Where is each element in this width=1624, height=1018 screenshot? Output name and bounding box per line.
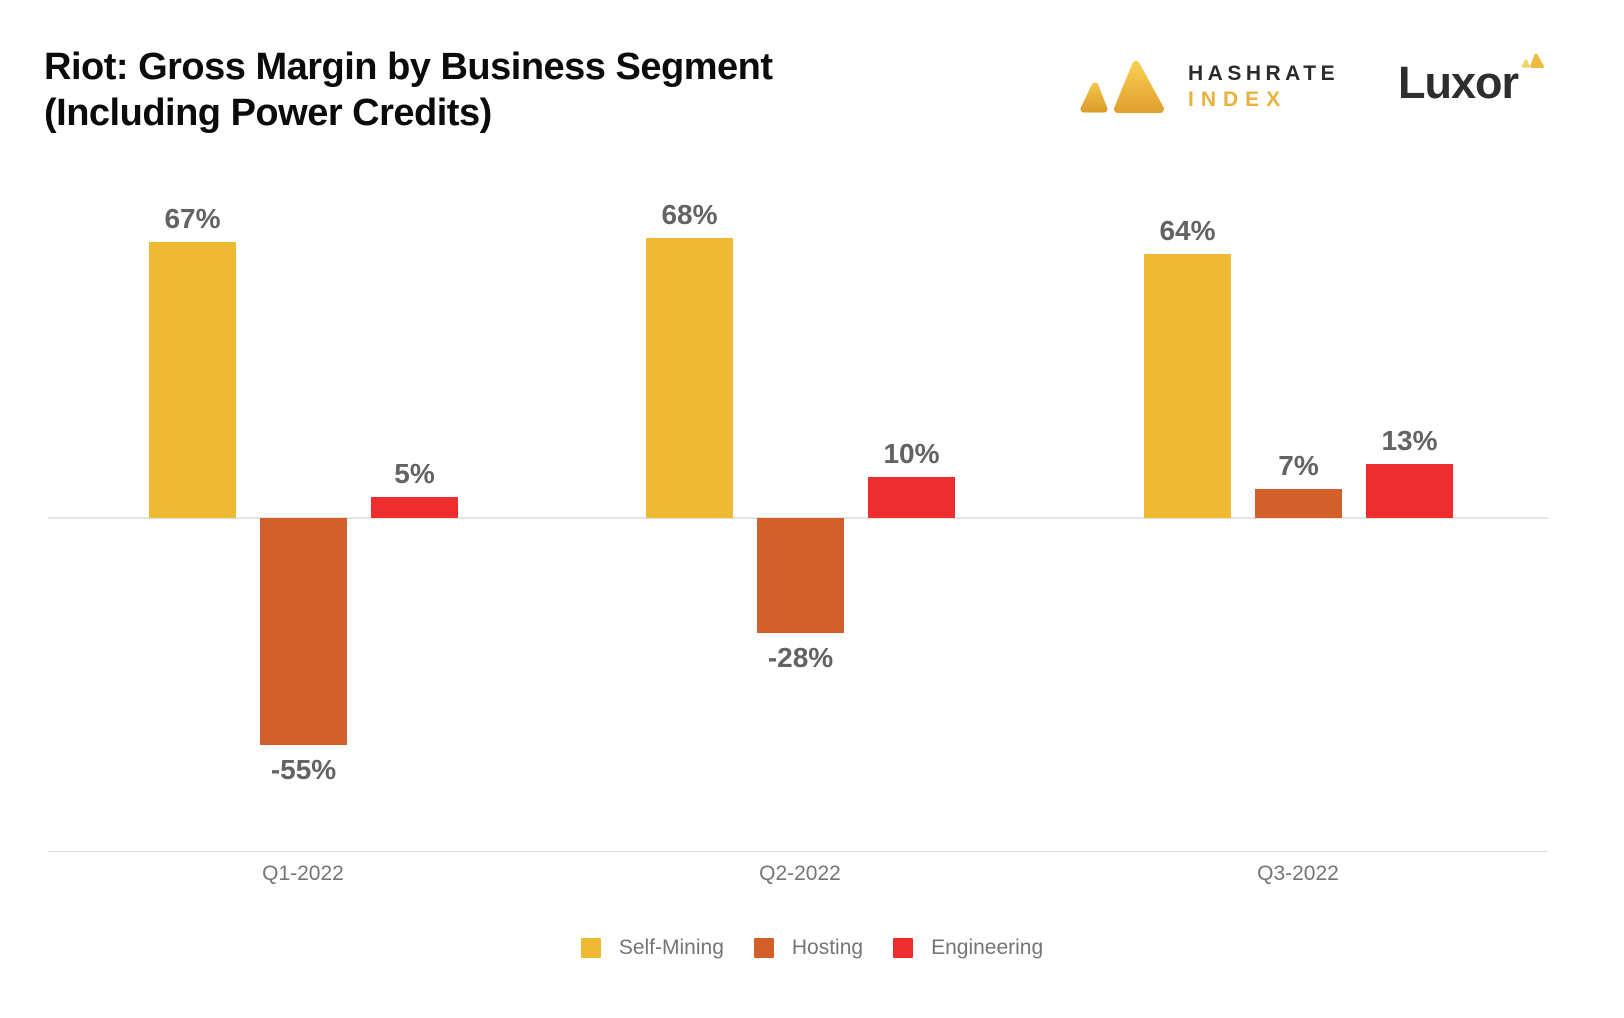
chart-title: Riot: Gross Margin by Business Segment (… bbox=[44, 44, 864, 136]
bar-value-label: 7% bbox=[1278, 450, 1319, 481]
legend-swatch-engineering bbox=[893, 938, 914, 958]
bar-self-mining-q3-2022 bbox=[1144, 254, 1231, 518]
bar-hosting-q1-2022 bbox=[260, 518, 347, 745]
bar-hosting-q3-2022 bbox=[1255, 489, 1342, 518]
bar-value-label: 67% bbox=[164, 203, 221, 234]
legend-label-self-mining: Self-Mining bbox=[618, 936, 724, 959]
luxor-triangles-icon bbox=[1521, 53, 1545, 68]
legend: Self-Mining Hosting Engineering bbox=[0, 936, 1624, 960]
hashrate-label: HASHRATE bbox=[1188, 62, 1340, 85]
legend-swatch-hosting bbox=[753, 938, 774, 958]
luxor-wordmark: Luxor bbox=[1398, 57, 1519, 108]
legend-item-engineering: Engineering bbox=[893, 936, 1043, 960]
bottom-axis-line bbox=[48, 851, 1548, 852]
bar-self-mining-q1-2022 bbox=[149, 242, 236, 518]
legend-label-hosting: Hosting bbox=[791, 936, 864, 959]
bar-engineering-q1-2022 bbox=[371, 497, 458, 518]
legend-label-engineering: Engineering bbox=[931, 936, 1044, 959]
bar-value-label: 13% bbox=[1381, 425, 1438, 456]
legend-swatch-self-mining bbox=[580, 938, 601, 958]
x-axis-label-q2-2022: Q2-2022 bbox=[759, 862, 841, 885]
bar-value-label: 64% bbox=[1159, 215, 1216, 246]
legend-item-hosting: Hosting bbox=[753, 936, 864, 960]
legend-item-self-mining: Self-Mining bbox=[580, 936, 724, 960]
bar-hosting-q2-2022 bbox=[757, 518, 844, 633]
x-axis-label-q3-2022: Q3-2022 bbox=[1257, 862, 1339, 885]
bar-value-label: 5% bbox=[394, 458, 435, 489]
chart-title-line1: Riot: Gross Margin by Business Segment bbox=[44, 46, 773, 88]
luxor-logo: Luxor bbox=[1398, 53, 1545, 108]
x-axis-label-q1-2022: Q1-2022 bbox=[262, 862, 344, 885]
bar-value-label: -28% bbox=[767, 642, 834, 673]
bar-value-label: 10% bbox=[883, 438, 940, 469]
bar-engineering-q3-2022 bbox=[1366, 464, 1453, 518]
bar-value-label: 68% bbox=[661, 199, 718, 230]
hashrate-index-wordmark: HASHRATE INDEX bbox=[1188, 62, 1339, 112]
hashrate-index-triangles-icon bbox=[1080, 61, 1164, 113]
bar-value-label: -55% bbox=[270, 754, 337, 785]
bar-self-mining-q2-2022 bbox=[646, 238, 733, 518]
index-label: INDEX bbox=[1188, 88, 1288, 111]
chart-title-line2: (Including Power Credits) bbox=[44, 92, 492, 134]
hashrate-index-logo: HASHRATE INDEX bbox=[1076, 58, 1339, 116]
plot-area: 67% -55% 5% Q1-2022 68% -28% 10% Q2-2022 64% 7% 13… bbox=[48, 184, 1548, 885]
bar-engineering-q2-2022 bbox=[868, 477, 955, 518]
